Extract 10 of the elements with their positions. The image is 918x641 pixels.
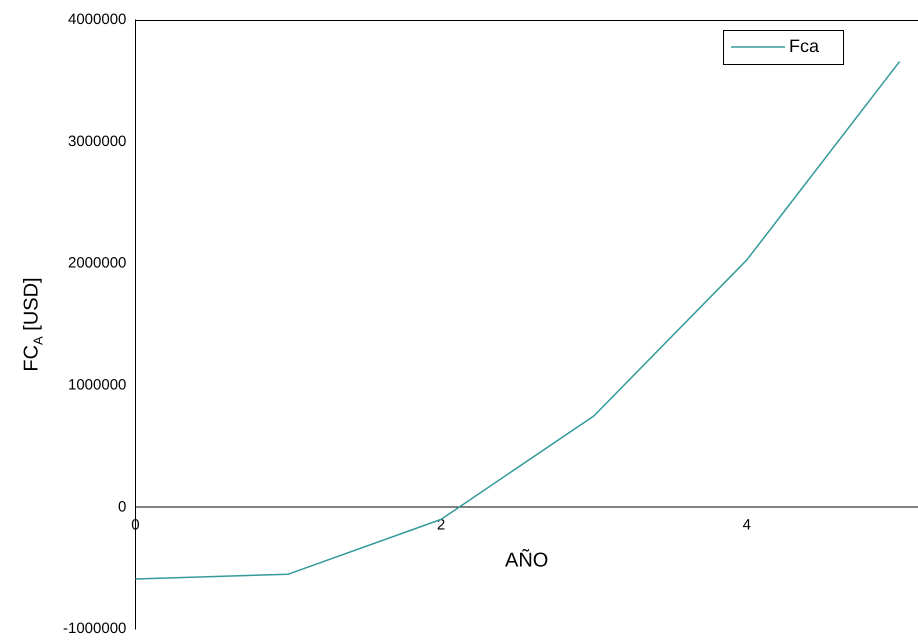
y-tick-label: 4000000 [68,11,126,28]
y-axis-title: FCA [USD] [20,277,46,372]
y-tick-label: 0 [118,498,126,516]
y-tick-label: 2000000 [68,254,126,272]
legend-label: Fca [789,36,820,56]
x-axis-title: AÑO [505,548,548,572]
y-tick-label: -1000000 [62,620,126,638]
x-tick-label: 4 [742,516,751,534]
y-tick-label: 1000000 [68,376,126,394]
y-tick-label: 3000000 [68,132,126,150]
